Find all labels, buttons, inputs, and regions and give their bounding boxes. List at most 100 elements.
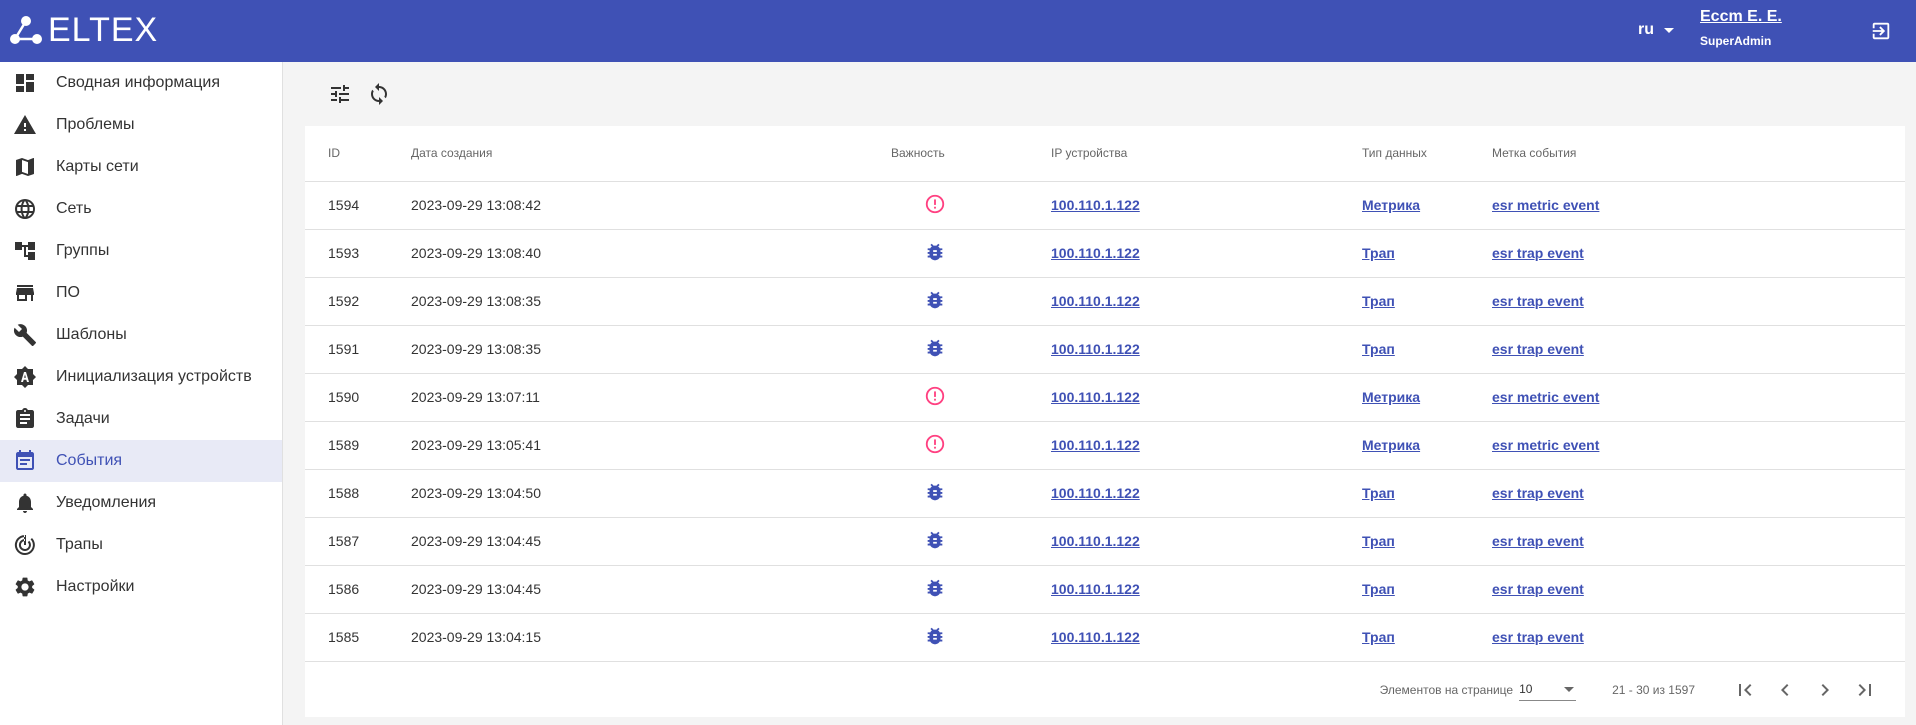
next-page-button[interactable] xyxy=(1805,670,1845,710)
cell-type: Трап xyxy=(1362,565,1492,614)
cell-id: 1588 xyxy=(305,469,411,518)
sidebar-item-bell[interactable]: Уведомления xyxy=(0,482,282,524)
globe-icon xyxy=(15,199,35,219)
per-page-select[interactable]: 10 xyxy=(1519,678,1577,701)
first-page-button[interactable] xyxy=(1725,670,1765,710)
event-label-link[interactable]: esr metric event xyxy=(1492,437,1600,453)
cell-date: 2023-09-29 13:04:50 xyxy=(411,469,891,518)
header-date[interactable]: Дата создания xyxy=(411,126,891,182)
table-row[interactable]: 1586 2023-09-29 13:04:45 100.110.1.122 Т… xyxy=(305,565,1905,614)
sidebar-item-globe[interactable]: Сеть xyxy=(0,188,282,230)
ip-link[interactable]: 100.110.1.122 xyxy=(1051,341,1140,357)
sidebar-item-label: Сеть xyxy=(56,200,92,217)
header-ip[interactable]: IP устройства xyxy=(1051,126,1362,182)
type-link[interactable]: Метрика xyxy=(1362,197,1421,213)
bug-icon xyxy=(927,579,943,596)
ip-link[interactable]: 100.110.1.122 xyxy=(1051,293,1140,309)
sidebar-item-label: Инициализация устройств xyxy=(56,368,252,385)
eltex-logo[interactable]: ELTEX xyxy=(10,12,158,48)
type-link[interactable]: Трап xyxy=(1362,293,1395,309)
cell-id: 1590 xyxy=(305,373,411,422)
event-label-link[interactable]: esr trap event xyxy=(1492,293,1584,309)
header-label[interactable]: Метка события xyxy=(1492,126,1905,182)
cell-type: Трап xyxy=(1362,469,1492,518)
table-row[interactable]: 1593 2023-09-29 13:08:40 100.110.1.122 Т… xyxy=(305,229,1905,278)
language-select[interactable]: ru xyxy=(1638,21,1674,39)
sidebar-item-map[interactable]: Карты сети xyxy=(0,146,282,188)
cell-severity xyxy=(891,613,1051,662)
sidebar-item-dashboard[interactable]: Сводная информация xyxy=(0,62,282,104)
event-label-link[interactable]: esr trap event xyxy=(1492,533,1584,549)
cell-label: esr trap event xyxy=(1492,277,1905,326)
cell-id: 1587 xyxy=(305,517,411,566)
cell-severity xyxy=(891,565,1051,614)
table-row[interactable]: 1587 2023-09-29 13:04:45 100.110.1.122 Т… xyxy=(305,517,1905,566)
user-name-link[interactable]: Еccm Е. Е. xyxy=(1700,8,1782,25)
sidebar-item-gear[interactable]: Настройки xyxy=(0,566,282,608)
sidebar-item-label: Задачи xyxy=(56,410,110,427)
event-label-link[interactable]: esr metric event xyxy=(1492,197,1600,213)
event-label-link[interactable]: esr metric event xyxy=(1492,389,1600,405)
cell-severity xyxy=(891,325,1051,374)
type-link[interactable]: Трап xyxy=(1362,341,1395,357)
ip-link[interactable]: 100.110.1.122 xyxy=(1051,389,1140,405)
bug-icon xyxy=(927,339,943,356)
table-row[interactable]: 1589 2023-09-29 13:05:41 100.110.1.122 М… xyxy=(305,421,1905,470)
header-type[interactable]: Тип данных xyxy=(1362,126,1492,182)
filter-settings-icon[interactable] xyxy=(328,82,352,106)
chevron-right-icon xyxy=(1821,683,1829,696)
bug-icon xyxy=(927,291,943,308)
table-row[interactable]: 1592 2023-09-29 13:08:35 100.110.1.122 Т… xyxy=(305,277,1905,326)
cell-label: esr metric event xyxy=(1492,373,1905,422)
type-link[interactable]: Трап xyxy=(1362,581,1395,597)
cell-id: 1591 xyxy=(305,325,411,374)
ip-link[interactable]: 100.110.1.122 xyxy=(1051,437,1140,453)
prev-page-button[interactable] xyxy=(1765,670,1805,710)
table-row[interactable]: 1591 2023-09-29 13:08:35 100.110.1.122 Т… xyxy=(305,325,1905,374)
event-label-link[interactable]: esr trap event xyxy=(1492,485,1584,501)
type-link[interactable]: Метрика xyxy=(1362,437,1421,453)
chevron-down-icon xyxy=(1564,686,1575,692)
header-id[interactable]: ID xyxy=(305,126,411,182)
paginator: Элементов на странице 10 21 - 30 из 1597 xyxy=(305,662,1905,718)
sidebar-item-tree[interactable]: Группы xyxy=(0,230,282,272)
table-row[interactable]: 1590 2023-09-29 13:07:11 100.110.1.122 М… xyxy=(305,373,1905,422)
type-link[interactable]: Трап xyxy=(1362,245,1395,261)
cell-severity xyxy=(891,421,1051,470)
table-row[interactable]: 1585 2023-09-29 13:04:15 100.110.1.122 Т… xyxy=(305,613,1905,662)
logo-icon xyxy=(10,16,42,44)
event-label-link[interactable]: esr trap event xyxy=(1492,341,1584,357)
cell-type: Трап xyxy=(1362,325,1492,374)
last-page-button[interactable] xyxy=(1845,670,1885,710)
sidebar-item-label: Группы xyxy=(56,242,110,259)
sidebar-item-warning[interactable]: Проблемы xyxy=(0,104,282,146)
type-link[interactable]: Метрика xyxy=(1362,389,1421,405)
event-label-link[interactable]: esr trap event xyxy=(1492,581,1584,597)
event-label-link[interactable]: esr trap event xyxy=(1492,245,1584,261)
event-label-link[interactable]: esr trap event xyxy=(1492,629,1584,645)
ip-link[interactable]: 100.110.1.122 xyxy=(1051,629,1140,645)
ip-link[interactable]: 100.110.1.122 xyxy=(1051,485,1140,501)
type-link[interactable]: Трап xyxy=(1362,533,1395,549)
sidebar-item-trap[interactable]: Трапы xyxy=(0,524,282,566)
sidebar-item-clipboard[interactable]: Задачи xyxy=(0,398,282,440)
cell-id: 1593 xyxy=(305,229,411,278)
table-row[interactable]: 1594 2023-09-29 13:08:42 100.110.1.122 М… xyxy=(305,181,1905,230)
type-link[interactable]: Трап xyxy=(1362,485,1395,501)
sidebar-item-event[interactable]: События xyxy=(0,440,282,482)
ip-link[interactable]: 100.110.1.122 xyxy=(1051,533,1140,549)
table-row[interactable]: 1588 2023-09-29 13:04:50 100.110.1.122 Т… xyxy=(305,469,1905,518)
ip-link[interactable]: 100.110.1.122 xyxy=(1051,581,1140,597)
logout-icon[interactable] xyxy=(1870,20,1892,42)
header-severity[interactable]: Важность xyxy=(891,126,1051,182)
type-link[interactable]: Трап xyxy=(1362,629,1395,645)
refresh-icon[interactable] xyxy=(367,82,391,106)
sidebar-item-store[interactable]: ПО xyxy=(0,272,282,314)
ip-link[interactable]: 100.110.1.122 xyxy=(1051,197,1140,213)
ip-link[interactable]: 100.110.1.122 xyxy=(1051,245,1140,261)
cell-label: esr metric event xyxy=(1492,181,1905,230)
error-icon xyxy=(925,434,945,453)
sidebar-item-wrench[interactable]: Шаблоны xyxy=(0,314,282,356)
sidebar-item-auto[interactable]: Инициализация устройств xyxy=(0,356,282,398)
cell-severity xyxy=(891,277,1051,326)
